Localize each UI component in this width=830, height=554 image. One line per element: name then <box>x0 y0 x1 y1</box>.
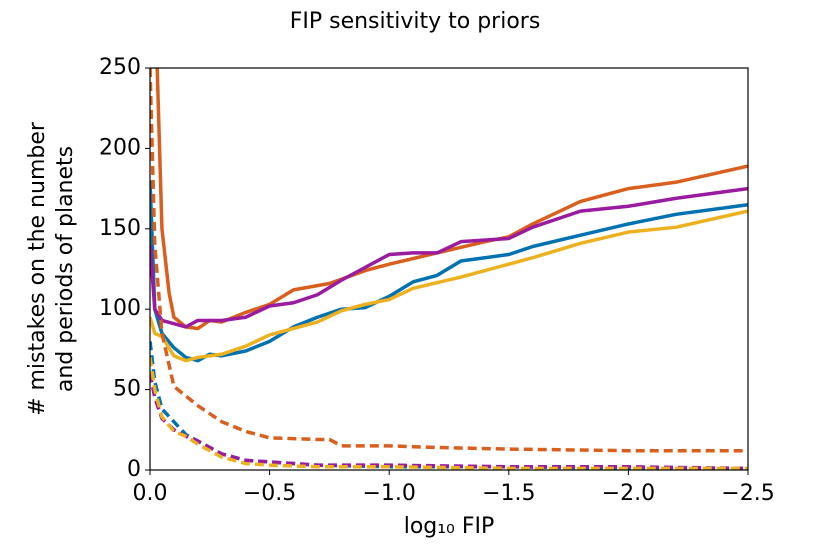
series-line <box>150 209 748 363</box>
x-tick-label: −2.5 <box>721 481 774 506</box>
series-line <box>150 180 748 363</box>
series-line <box>150 68 748 453</box>
x-tick-label: −2.0 <box>602 481 655 506</box>
x-tick-label: 0.0 <box>133 481 168 506</box>
x-tick-label: −0.5 <box>243 481 296 506</box>
series-line <box>155 68 748 331</box>
y-tick-label: 150 <box>99 216 141 241</box>
x-tick-label: −1.5 <box>482 481 535 506</box>
y-tick-label: 0 <box>127 457 141 482</box>
x-tick-label: −1.0 <box>362 481 415 506</box>
y-axis-label: # mistakes on the number <box>25 121 50 416</box>
y-tick-label: 100 <box>99 296 141 321</box>
y-tick-label: 200 <box>99 135 141 160</box>
plot-area <box>150 68 748 470</box>
y-tick-label: 50 <box>113 377 141 402</box>
axes-frame <box>149 67 749 471</box>
chart-title: FIP sensitivity to priors <box>290 9 541 34</box>
y-tick-label: 250 <box>99 55 141 80</box>
series-line <box>150 186 748 329</box>
series-line <box>150 373 748 470</box>
y-axis-label: and periods of planets <box>53 146 78 392</box>
x-axis-label: log₁₀ FIP <box>404 514 495 539</box>
series-line <box>150 357 748 470</box>
